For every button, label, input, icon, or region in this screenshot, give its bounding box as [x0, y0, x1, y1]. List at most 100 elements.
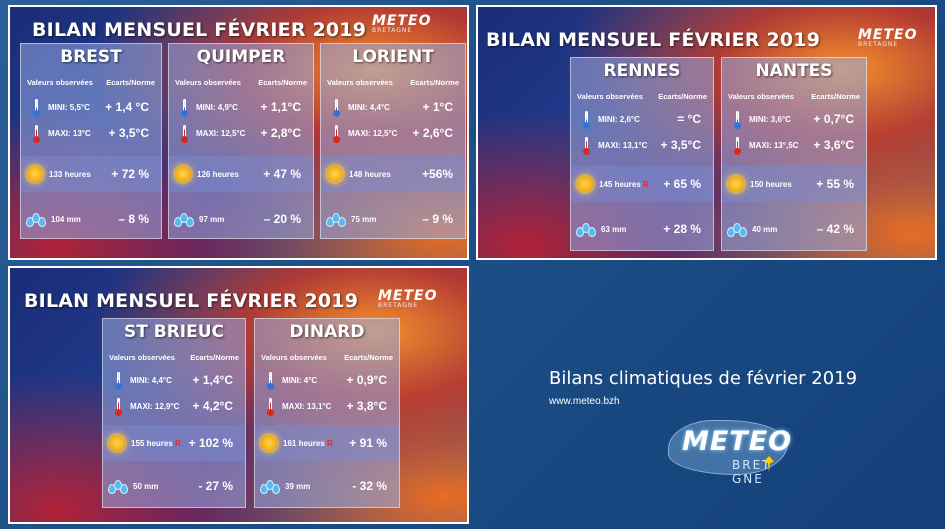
header-deviation: Ecarts/Norme: [410, 78, 459, 87]
rain-deviation: – 42 %: [816, 222, 854, 236]
max-temp-value: MAXI: 12,9°C: [130, 402, 180, 411]
website-link[interactable]: www.meteo.bzh: [549, 396, 620, 407]
rain-drops-icon: [260, 480, 282, 494]
station-name: RENNES: [603, 61, 681, 81]
header-observed: Valeurs observées: [261, 353, 327, 362]
thermometer-cold-icon: [734, 111, 741, 129]
header-deviation: Ecarts/Norme: [811, 92, 860, 101]
station-name: ST BRIEUC: [123, 322, 225, 342]
rain-deviation: – 8 %: [118, 212, 149, 226]
min-temp-value: MINI: 5,5°C: [48, 103, 90, 112]
card-title: BILAN MENSUEL FÉVRIER 2019: [24, 290, 359, 312]
thermometer-cold-icon: [115, 372, 122, 390]
rain-row: 63 mm + 28 %: [571, 218, 713, 242]
sunshine-deviation: + 65 %: [663, 177, 701, 191]
sunshine-row: 150 heures + 55 %: [722, 166, 866, 202]
sunshine-row: 133 heures + 72 %: [21, 156, 161, 192]
thermometer-cold-icon: [583, 111, 590, 129]
rain-row: 75 mm – 9 %: [321, 208, 465, 232]
max-temp-value: MAXI: 12,5°C: [348, 129, 398, 138]
sun-icon: [728, 176, 744, 192]
meteo-bretagne-big-logo: METEO BRET GNE: [668, 412, 798, 494]
max-temp-value: MAXI: 13,1°C: [598, 141, 648, 150]
sunshine-deviation: +56%: [421, 167, 453, 181]
sunshine-deviation: + 102 %: [188, 436, 233, 450]
station-name: LORIENT: [352, 47, 434, 67]
meteo-bretagne-logo: METEO BRETAGNE: [372, 13, 432, 43]
rain-drops-icon: [727, 223, 749, 237]
min-temp-deviation: = °C: [677, 112, 701, 126]
thermometer-cold-icon: [267, 372, 274, 390]
min-temp-deviation: + 1°C: [422, 100, 453, 114]
brittany-map-shape: [668, 420, 788, 475]
min-temp-deviation: + 0,9°C: [346, 373, 388, 387]
sun-icon: [27, 166, 43, 182]
station-panel-st-brieuc: ST BRIEUC Valeurs observées Ecarts/Norme…: [102, 318, 246, 508]
rain-amount: 104 mm: [51, 215, 81, 224]
record-marker: R: [327, 439, 333, 448]
rain-row: 97 mm – 20 %: [169, 208, 313, 232]
rain-amount: 40 mm: [752, 225, 778, 234]
station-panel-nantes: NANTES Valeurs observées Ecarts/Norme MI…: [721, 57, 867, 251]
sunshine-row: 145 heures R + 65 %: [571, 166, 713, 202]
max-temp-value: MAXI: 13,1°C: [282, 402, 332, 411]
rain-amount: 50 mm: [133, 482, 159, 491]
station-panel-dinard: DINARD Valeurs observées Ecarts/Norme MI…: [254, 318, 400, 508]
station-name: NANTES: [755, 61, 833, 81]
rain-deviation: - 27 %: [198, 479, 233, 493]
min-temp-value: MINI: 4,4°C: [130, 376, 172, 385]
rain-row: 40 mm – 42 %: [722, 218, 866, 242]
min-temp-row: MINI: 4,4°C + 1°C: [321, 96, 465, 120]
rain-amount: 97 mm: [199, 215, 225, 224]
rain-deviation: – 20 %: [263, 212, 301, 226]
header-deviation: Ecarts/Norme: [190, 353, 239, 362]
rain-deviation: - 32 %: [352, 479, 387, 493]
min-temp-row: MINI: 4,9°C + 1,1°C: [169, 96, 313, 120]
min-temp-row: MINI: 5,5°C + 1,4 °C: [21, 96, 161, 120]
min-temp-value: MINI: 4,4°C: [348, 103, 390, 112]
max-temp-row: MAXI: 12,5°C + 2,8°C: [169, 122, 313, 146]
max-temp-row: MAXI: 13°,5C + 3,6°C: [722, 134, 866, 158]
logo-text: METEO: [378, 288, 438, 304]
sun-icon: [109, 435, 125, 451]
min-temp-deviation: + 1,4 °C: [105, 100, 149, 114]
max-temp-deviation: + 2,8°C: [260, 126, 302, 140]
header-deviation: Ecarts/Norme: [344, 353, 393, 362]
rain-amount: 39 mm: [285, 482, 311, 491]
sunshine-hours: 155 heures R: [131, 439, 181, 448]
header-deviation: Ecarts/Norme: [658, 92, 707, 101]
header-observed: Valeurs observées: [728, 92, 794, 101]
card-title: BILAN MENSUEL FÉVRIER 2019: [486, 29, 821, 51]
rain-drops-icon: [174, 213, 196, 227]
min-temp-value: MINI: 4,9°C: [196, 103, 238, 112]
sun-icon: [577, 176, 593, 192]
min-temp-deviation: + 0,7°C: [813, 112, 855, 126]
thermometer-cold-icon: [33, 99, 40, 117]
min-temp-row: MINI: 4°C + 0,9°C: [255, 369, 399, 393]
min-temp-deviation: + 1,4°C: [192, 373, 234, 387]
rain-drops-icon: [108, 480, 130, 494]
min-temp-value: MINI: 2,6°C: [598, 115, 640, 124]
thermometer-cold-icon: [333, 99, 340, 117]
logo-text: METEO: [372, 13, 432, 29]
page-subtitle: Bilans climatiques de février 2019: [549, 368, 858, 389]
min-temp-row: MINI: 3,6°C + 0,7°C: [722, 108, 866, 132]
rain-deviation: – 9 %: [422, 212, 453, 226]
rain-deviation: + 28 %: [663, 222, 701, 236]
record-marker: R: [175, 439, 181, 448]
logo-sub-text: BRET GNE: [732, 458, 772, 486]
max-temp-value: MAXI: 12,5°C: [196, 129, 246, 138]
thermometer-hot-icon: [181, 125, 188, 143]
sunshine-deviation: + 72 %: [111, 167, 149, 181]
max-temp-row: MAXI: 12,9°C + 4,2°C: [103, 395, 245, 419]
sunshine-deviation: + 55 %: [816, 177, 854, 191]
thermometer-hot-icon: [583, 137, 590, 155]
max-temp-value: MAXI: 13°,5C: [749, 141, 799, 150]
header-deviation: Ecarts/Norme: [106, 78, 155, 87]
max-temp-deviation: + 3,8°C: [346, 399, 388, 413]
sunshine-deviation: + 47 %: [263, 167, 301, 181]
max-temp-row: MAXI: 13,1°C + 3,8°C: [255, 395, 399, 419]
card-rennes-nantes: BILAN MENSUEL FÉVRIER 2019 METEO BRETAGN…: [476, 5, 937, 260]
sun-icon: [175, 166, 191, 182]
sunshine-row: 126 heures + 47 %: [169, 156, 313, 192]
